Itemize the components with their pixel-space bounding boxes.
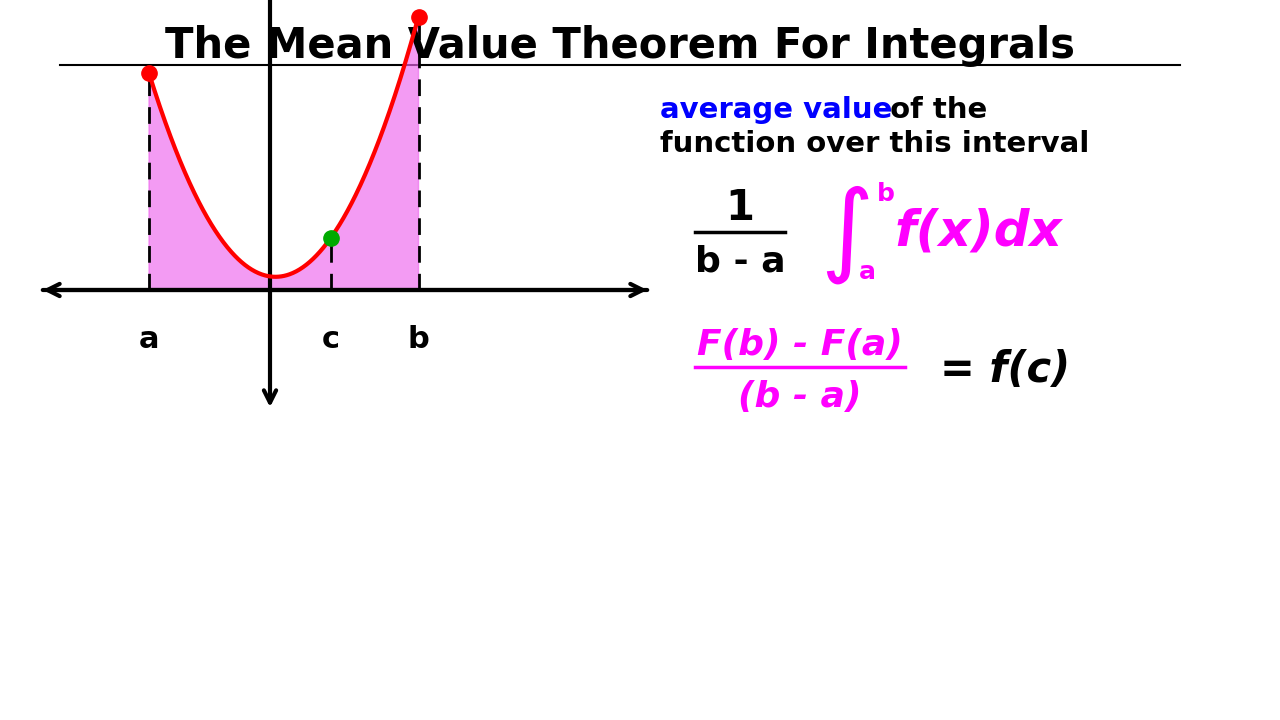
Text: f(x)dx: f(x)dx	[895, 208, 1062, 256]
Text: F(b) - F(a): F(b) - F(a)	[698, 328, 902, 362]
Text: a: a	[859, 260, 876, 284]
Text: = f(c): = f(c)	[940, 349, 1070, 391]
Polygon shape	[148, 17, 419, 290]
Text: c: c	[321, 325, 339, 354]
Text: $\int$: $\int$	[820, 184, 869, 287]
Text: (b - a): (b - a)	[739, 380, 861, 414]
Text: b - a: b - a	[695, 245, 786, 279]
Text: b: b	[877, 182, 895, 206]
Text: average value: average value	[660, 96, 892, 124]
Text: of the: of the	[881, 96, 987, 124]
Text: b: b	[407, 325, 429, 354]
Text: The Mean Value Theorem For Integrals: The Mean Value Theorem For Integrals	[165, 25, 1075, 67]
Text: a: a	[138, 325, 159, 354]
Text: 1: 1	[726, 187, 754, 229]
Text: function over this interval: function over this interval	[660, 130, 1089, 158]
